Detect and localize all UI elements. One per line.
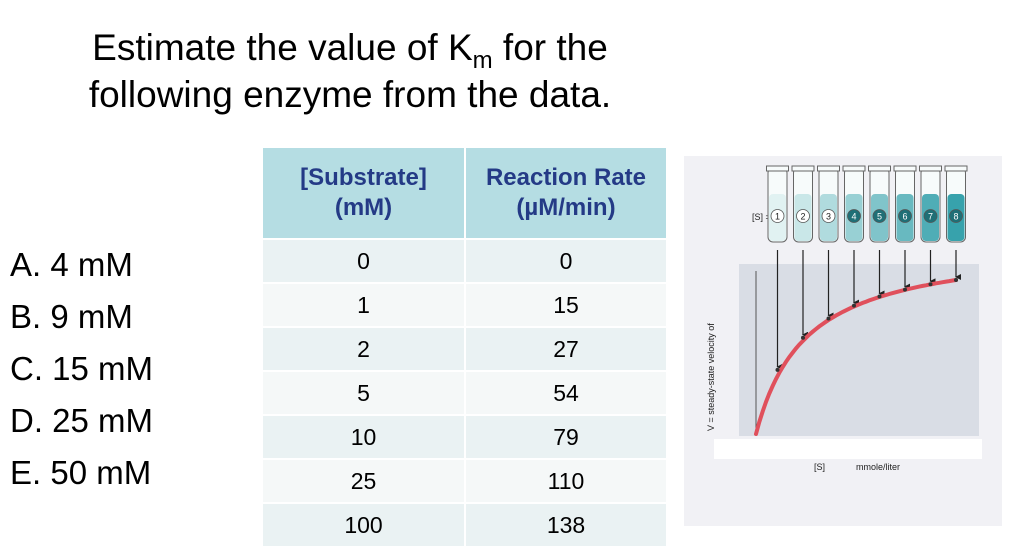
answer-options: A. 4 mM B. 9 mM C. 15 mM D. 25 mM E. 50 … bbox=[10, 240, 153, 500]
curve-point bbox=[954, 278, 958, 282]
tube-number-badge bbox=[949, 209, 963, 223]
question-title-prefix: Estimate the value of K bbox=[92, 27, 473, 68]
table-row: 100 138 bbox=[263, 502, 666, 546]
cell-substrate: 2 bbox=[263, 326, 466, 371]
header-rate-line2: (µM/min) bbox=[516, 194, 616, 221]
tube-number-badge bbox=[923, 209, 938, 223]
option-c[interactable]: C. 15 mM bbox=[10, 350, 154, 387]
test-tube: 2 bbox=[791, 165, 815, 243]
table-row: 5 54 bbox=[263, 370, 666, 415]
cell-rate: 15 bbox=[465, 282, 666, 327]
tube-number: 8 bbox=[953, 212, 958, 222]
x-axis-band bbox=[714, 439, 982, 459]
table-header-row: [Substrate] (mM) Reaction Rate (µM/min) bbox=[263, 148, 666, 239]
km-subscript: m bbox=[472, 47, 493, 74]
test-tube: 4 bbox=[842, 165, 866, 243]
option-e[interactable]: E. 50 mM bbox=[10, 454, 152, 491]
x-axis-units: mmole/liter bbox=[856, 462, 900, 472]
plot-area bbox=[739, 264, 979, 436]
curve-points bbox=[775, 278, 958, 372]
tube-number: 6 bbox=[902, 212, 907, 222]
tube-number-badge bbox=[872, 209, 887, 223]
curve-point bbox=[852, 303, 856, 308]
tube-number: 4 bbox=[851, 212, 856, 222]
tube-number-badge bbox=[847, 209, 861, 223]
tube-number: 3 bbox=[826, 212, 831, 222]
table-row: 10 79 bbox=[263, 414, 666, 459]
header-substrate-line2: (mM) bbox=[334, 194, 393, 221]
curve-point bbox=[826, 316, 831, 321]
header-substrate: [Substrate] (mM) bbox=[263, 148, 466, 239]
tube-group: 1 2 3 4 5 6 7 8 bbox=[766, 165, 968, 243]
curve-point bbox=[801, 335, 805, 340]
tube-number: 1 bbox=[775, 212, 780, 222]
test-tube: 6 bbox=[893, 165, 917, 243]
cell-substrate: 10 bbox=[263, 414, 466, 459]
question-title-line1: Estimate the value of Km for the bbox=[0, 25, 700, 76]
cell-rate: 0 bbox=[465, 238, 666, 283]
saturation-figure-svg: [S] = 1 2 3 4 5 6 7 8 V = steady-state velocity… bbox=[684, 156, 1002, 526]
cell-substrate: 25 bbox=[263, 458, 466, 503]
cell-rate: 27 bbox=[465, 326, 666, 371]
table-row: 2 27 bbox=[263, 326, 666, 371]
curve-point bbox=[775, 367, 780, 372]
option-d[interactable]: D. 25 mM bbox=[10, 402, 154, 439]
tube-number-badge bbox=[821, 209, 836, 223]
test-tube: 3 bbox=[817, 165, 840, 243]
arrow-group bbox=[776, 250, 961, 370]
cell-substrate: 0 bbox=[263, 238, 466, 283]
curve-point bbox=[928, 282, 933, 287]
tube-number-badge bbox=[796, 209, 810, 223]
question-title-line2: following enzyme from the data. bbox=[88, 74, 612, 115]
cell-rate: 54 bbox=[465, 370, 666, 415]
y-axis-label: V = steady-state velocity of bbox=[706, 323, 716, 431]
test-tube: 5 bbox=[868, 165, 891, 243]
curve-point bbox=[903, 287, 907, 292]
header-reaction-rate: Reaction Rate (µM/min) bbox=[465, 148, 666, 239]
table-row: 1 15 bbox=[263, 282, 666, 327]
header-substrate-line1: [Substrate] bbox=[300, 164, 427, 191]
tube-number-badge bbox=[898, 209, 912, 223]
x-axis-label: [S] bbox=[814, 462, 825, 472]
curve-point bbox=[877, 294, 882, 299]
test-tube: 1 bbox=[766, 165, 789, 243]
test-tube: 7 bbox=[919, 165, 942, 243]
question-title-suffix: for the bbox=[492, 27, 608, 68]
tube-number-badge bbox=[770, 209, 785, 223]
s-label: [S] = bbox=[752, 212, 771, 222]
cell-rate: 79 bbox=[465, 414, 666, 459]
tube-number: 7 bbox=[928, 212, 933, 222]
tube-number: 5 bbox=[877, 212, 882, 222]
tube-number: 2 bbox=[800, 212, 805, 222]
cell-rate: 110 bbox=[465, 458, 666, 503]
test-tube: 8 bbox=[944, 165, 968, 243]
table-row: 25 110 bbox=[263, 458, 666, 503]
cell-rate: 138 bbox=[465, 502, 666, 546]
option-a[interactable]: A. 4 mM bbox=[10, 246, 133, 283]
cell-substrate: 100 bbox=[263, 502, 466, 546]
velocity-curve bbox=[754, 278, 958, 436]
cell-substrate: 1 bbox=[263, 282, 466, 327]
header-rate-line1: Reaction Rate bbox=[485, 164, 647, 191]
saturation-figure: [S] = 1 2 3 4 5 6 7 8 V = steady-state velocity… bbox=[684, 156, 1002, 526]
option-b[interactable]: B. 9 mM bbox=[10, 298, 133, 335]
cell-substrate: 5 bbox=[263, 370, 466, 415]
